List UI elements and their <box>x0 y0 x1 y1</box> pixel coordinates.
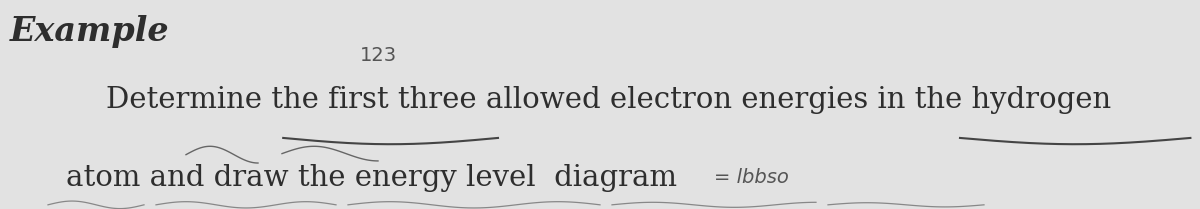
Text: 123: 123 <box>360 46 396 65</box>
Text: = lbbso: = lbbso <box>714 168 788 187</box>
Text: atom and draw the energy level  diagram: atom and draw the energy level diagram <box>66 164 677 192</box>
Text: Determine the first three allowed electron energies in the hydrogen: Determine the first three allowed electr… <box>106 86 1111 114</box>
Text: Example: Example <box>10 15 169 48</box>
